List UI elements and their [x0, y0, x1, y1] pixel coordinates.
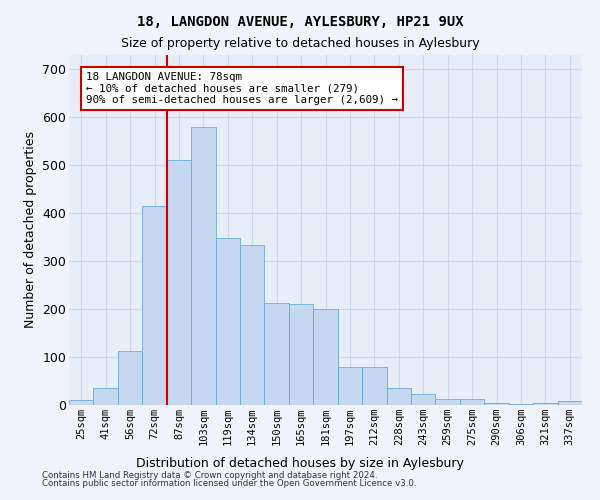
Bar — [191, 127, 215, 405]
Bar — [557, 401, 582, 405]
Bar — [509, 404, 533, 405]
Text: Contains public sector information licensed under the Open Government Licence v3: Contains public sector information licen… — [42, 479, 416, 488]
Bar — [289, 304, 313, 405]
Bar — [386, 388, 411, 405]
Text: 18 LANGDON AVENUE: 78sqm
← 10% of detached houses are smaller (279)
90% of semi-: 18 LANGDON AVENUE: 78sqm ← 10% of detach… — [86, 72, 398, 105]
Bar — [411, 394, 436, 405]
Bar — [69, 400, 94, 405]
Bar — [338, 367, 362, 405]
Bar — [118, 351, 142, 405]
Y-axis label: Number of detached properties: Number of detached properties — [23, 132, 37, 328]
Bar — [94, 388, 118, 405]
Text: 18, LANGDON AVENUE, AYLESBURY, HP21 9UX: 18, LANGDON AVENUE, AYLESBURY, HP21 9UX — [137, 15, 463, 29]
Bar — [313, 309, 338, 405]
Bar — [436, 399, 460, 405]
Text: Size of property relative to detached houses in Aylesbury: Size of property relative to detached ho… — [121, 38, 479, 51]
Bar — [484, 402, 509, 405]
Bar — [142, 206, 167, 405]
Bar — [362, 367, 386, 405]
Bar — [167, 160, 191, 405]
Bar — [533, 402, 557, 405]
Bar — [215, 238, 240, 405]
Text: Contains HM Land Registry data © Crown copyright and database right 2024.: Contains HM Land Registry data © Crown c… — [42, 470, 377, 480]
Bar — [240, 246, 265, 405]
Bar — [460, 399, 484, 405]
Bar — [265, 304, 289, 405]
Text: Distribution of detached houses by size in Aylesbury: Distribution of detached houses by size … — [136, 458, 464, 470]
